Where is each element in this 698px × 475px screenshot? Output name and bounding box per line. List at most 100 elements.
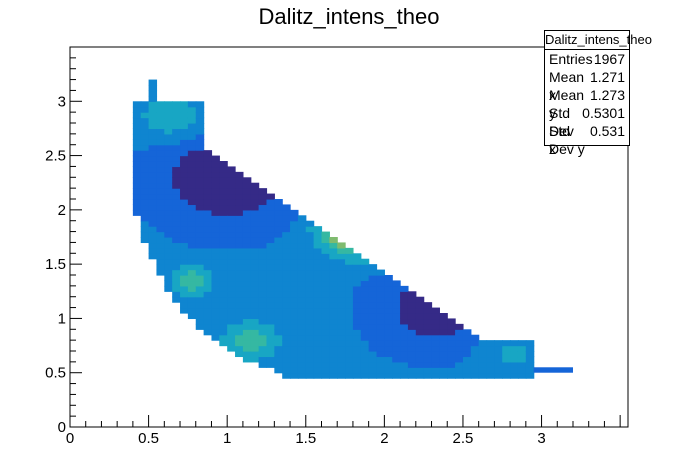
heatmap-cell <box>274 220 283 227</box>
heatmap-cell <box>195 247 205 254</box>
heatmap-cell <box>423 340 433 347</box>
heatmap-cell <box>258 209 268 216</box>
heatmap-cell <box>187 264 197 271</box>
heatmap-cell <box>227 199 236 206</box>
heatmap-cell <box>266 313 275 320</box>
heatmap-cell <box>156 133 165 140</box>
heatmap-cell <box>274 351 283 358</box>
heatmap-cell <box>195 269 205 276</box>
stats-box: Dalitz_intens_theo Entries 1967 Mean x 1… <box>544 30 652 157</box>
heatmap-cell <box>305 253 315 260</box>
heatmap-cell <box>227 302 236 309</box>
heatmap-cell <box>274 334 283 341</box>
heatmap-cell <box>290 280 299 287</box>
heatmap-cell <box>282 345 291 352</box>
heatmap-cell <box>337 291 346 298</box>
heatmap-cell <box>360 269 370 276</box>
heatmap-cell <box>258 302 268 309</box>
heatmap-cell <box>140 237 150 244</box>
heatmap-cell <box>400 340 409 347</box>
heatmap-cell <box>211 307 220 314</box>
heatmap-cell <box>313 247 323 254</box>
heatmap-cell <box>266 275 275 282</box>
heatmap-cell <box>148 139 158 146</box>
heatmap-cell <box>525 351 535 358</box>
heatmap-cell <box>431 307 440 314</box>
heatmap-cell <box>274 275 283 282</box>
heatmap-cell <box>431 323 440 330</box>
heatmap-cell <box>219 188 228 195</box>
heatmap-cell <box>415 318 425 325</box>
heatmap-cell <box>274 264 283 271</box>
heatmap-cell <box>400 351 409 358</box>
heatmap-cell <box>345 323 354 330</box>
heatmap-cell <box>321 269 330 276</box>
heatmap-cell <box>384 291 393 298</box>
heatmap-cell <box>235 323 244 330</box>
heatmap-cell <box>376 275 385 282</box>
heatmap-cell <box>282 302 291 309</box>
heatmap-cell <box>415 351 425 358</box>
heatmap-cell <box>164 144 173 151</box>
heatmap-cell <box>486 340 495 347</box>
heatmap-cell <box>195 101 205 108</box>
heatmap-cell <box>266 329 275 336</box>
heatmap-cell <box>352 313 362 320</box>
heatmap-cell <box>203 161 213 168</box>
heatmap-cell <box>313 351 323 358</box>
heatmap-cell <box>242 345 252 352</box>
heatmap-cell <box>148 133 158 140</box>
heatmap-cell <box>227 345 236 352</box>
heatmap-cell <box>242 231 252 238</box>
heatmap-cell <box>148 242 158 249</box>
heatmap-cell <box>219 269 228 276</box>
heatmap-cell <box>187 144 197 151</box>
heatmap-cell <box>352 302 362 309</box>
heatmap-cell <box>148 182 158 189</box>
heatmap-cell <box>211 182 220 189</box>
heatmap-cell <box>297 361 307 368</box>
heatmap-cell <box>187 182 197 189</box>
heatmap-cell <box>250 253 260 260</box>
heatmap-cell <box>297 237 307 244</box>
heatmap-cell <box>392 291 401 298</box>
heatmap-cell <box>227 340 236 347</box>
heatmap-cell <box>258 329 268 336</box>
heatmap-cell <box>227 215 236 222</box>
heatmap-cell <box>400 329 409 336</box>
heatmap-cell <box>180 209 189 216</box>
heatmap-cell <box>172 280 181 287</box>
heatmap-cell <box>250 345 260 352</box>
heatmap-cell <box>227 231 236 238</box>
heatmap-cell <box>180 242 189 249</box>
heatmap-cell <box>439 356 448 363</box>
heatmap-cell <box>282 253 291 260</box>
heatmap-cell <box>164 226 173 233</box>
heatmap-cell <box>148 85 158 92</box>
heatmap-cell <box>266 296 275 303</box>
heatmap-cell <box>219 258 228 265</box>
stats-row-std-y: Std Dev y 0.531 <box>545 122 629 157</box>
heatmap-cell <box>187 177 197 184</box>
heatmap-cell <box>187 285 197 292</box>
heatmap-cell <box>187 106 197 113</box>
heatmap-cell <box>195 171 205 178</box>
heatmap-cell <box>211 318 220 325</box>
heatmap-cell <box>172 291 181 298</box>
heatmap-cell <box>235 199 244 206</box>
heatmap-cell <box>274 340 283 347</box>
heatmap-cell <box>321 372 330 379</box>
heatmap-cell <box>431 340 440 347</box>
heatmap-cell <box>274 307 283 314</box>
heatmap-cell <box>242 226 252 233</box>
heatmap-cell <box>266 323 275 330</box>
heatmap-cell <box>345 253 354 260</box>
heatmap-cell <box>431 318 440 325</box>
heatmap-cell <box>494 372 503 379</box>
heatmap-cell <box>305 313 315 320</box>
heatmap-cell <box>164 231 173 238</box>
heatmap-cell <box>180 253 189 260</box>
heatmap-cell <box>384 351 393 358</box>
heatmap-cell <box>337 296 346 303</box>
heatmap-cell <box>282 323 291 330</box>
